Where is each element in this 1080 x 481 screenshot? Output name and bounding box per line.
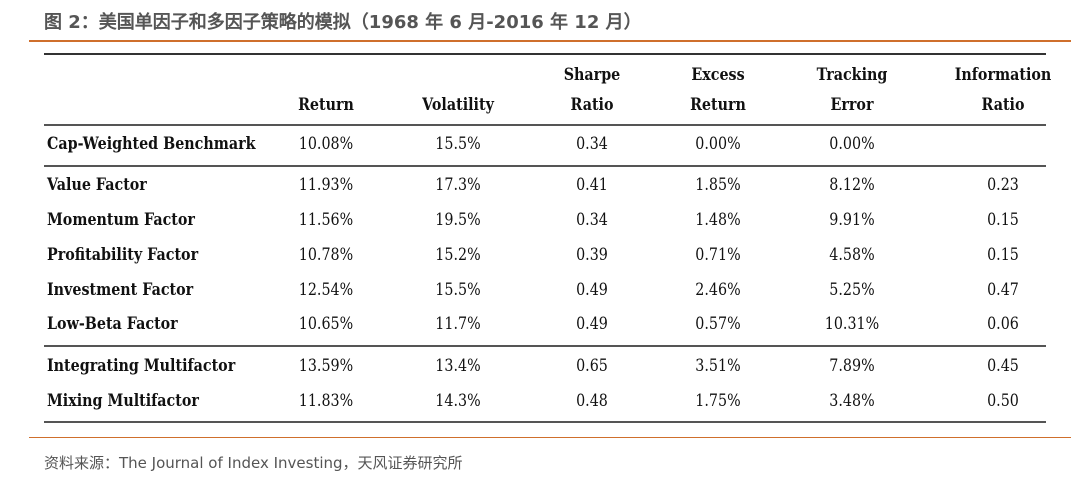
source-note: 资料来源：The Journal of Index Investing，天风证券… [44, 454, 463, 472]
table-top-rule [44, 53, 1046, 55]
table-cell: 0.06 [987, 314, 1019, 334]
table-cell: 19.5% [435, 210, 481, 230]
table-cell: 10.31% [824, 314, 880, 334]
table-cell: 0.34 [576, 210, 608, 230]
column-header: Volatility [422, 95, 494, 115]
table-cell: 11.83% [298, 391, 354, 411]
table-cell: 4.58% [829, 245, 875, 265]
table-cell: 3.48% [829, 391, 875, 411]
table-cell: 0.71% [695, 245, 741, 265]
table-cell: 0.45 [987, 356, 1019, 376]
single-factor-rule [44, 345, 1046, 347]
row-label: Momentum Factor [47, 210, 195, 230]
column-header: Excess Return [690, 65, 746, 115]
table-cell: 0.39 [576, 245, 608, 265]
table-cell: 15.5% [435, 280, 481, 300]
row-label: Low-Beta Factor [47, 314, 178, 334]
table-cell: 9.91% [829, 210, 875, 230]
table-cell: 11.93% [298, 175, 354, 195]
title-rule [29, 40, 1071, 42]
table-cell: 0.34 [576, 134, 608, 154]
table-cell: 11.7% [435, 314, 481, 334]
table-cell: 10.65% [298, 314, 354, 334]
table-cell: 0.23 [987, 175, 1019, 195]
table-cell: 0.47 [987, 280, 1019, 300]
table-cell: 14.3% [435, 391, 481, 411]
header-rule [44, 124, 1046, 126]
table-cell: 0.41 [576, 175, 608, 195]
table-cell: 1.85% [695, 175, 741, 195]
table-cell: 13.59% [298, 356, 354, 376]
source-rule [29, 437, 1071, 438]
table-cell: 3.51% [695, 356, 741, 376]
column-header: Tracking Error [816, 65, 888, 115]
table-cell: 0.15 [987, 210, 1019, 230]
row-label: Mixing Multifactor [47, 391, 199, 411]
table-cell: 15.5% [435, 134, 481, 154]
row-label: Investment Factor [47, 280, 194, 300]
row-label: Cap-Weighted Benchmark [47, 134, 256, 154]
column-header: Return [298, 95, 354, 115]
table-cell: 17.3% [435, 175, 481, 195]
table-cell: 0.48 [576, 391, 608, 411]
table-cell: 0.15 [987, 245, 1019, 265]
figure-title: 图 2：美国单因子和多因子策略的模拟（1968 年 6 月-2016 年 12 … [44, 12, 642, 33]
row-label: Integrating Multifactor [47, 356, 236, 376]
table-cell: 0.50 [987, 391, 1019, 411]
row-label: Value Factor [47, 175, 147, 195]
table-cell: 5.25% [829, 280, 875, 300]
table-cell: 2.46% [695, 280, 741, 300]
table-cell: 0.65 [576, 356, 608, 376]
table-cell: 8.12% [829, 175, 875, 195]
table-cell: 15.2% [435, 245, 481, 265]
table-bottom-rule [44, 421, 1046, 423]
table-cell: 13.4% [435, 356, 481, 376]
table-cell: 7.89% [829, 356, 875, 376]
table-cell: 10.78% [298, 245, 354, 265]
table-cell: 0.00% [695, 134, 741, 154]
table-cell: 11.56% [298, 210, 354, 230]
table-cell: 0.00% [829, 134, 875, 154]
table-cell: 0.49 [576, 314, 608, 334]
table-cell: 1.48% [695, 210, 741, 230]
table-cell: 0.57% [695, 314, 741, 334]
column-header: Sharpe Ratio [563, 65, 621, 115]
column-header: Information Ratio [954, 65, 1052, 115]
table-cell: 0.49 [576, 280, 608, 300]
benchmark-rule [44, 165, 1046, 167]
table-cell: 12.54% [298, 280, 354, 300]
row-label: Profitability Factor [47, 245, 199, 265]
table-cell: 10.08% [298, 134, 354, 154]
table-cell: 1.75% [695, 391, 741, 411]
